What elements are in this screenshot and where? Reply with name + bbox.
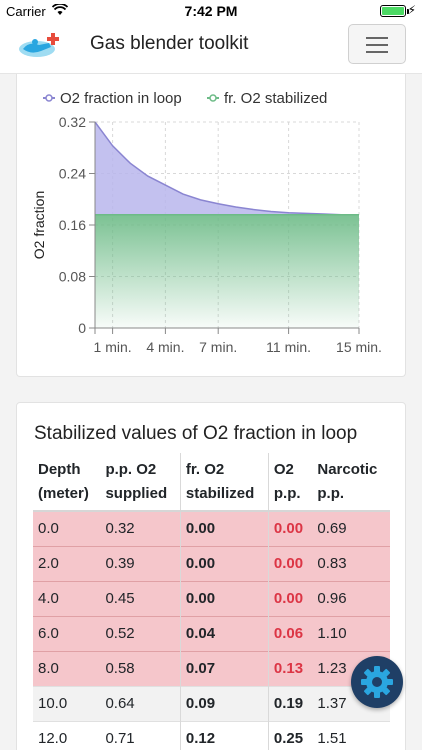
cell-depth: 8.0 — [33, 650, 101, 686]
column-header-line: p.p. — [317, 484, 345, 502]
cell-depth: 6.0 — [33, 615, 101, 651]
cell-o2-pp: 0.00 — [267, 580, 313, 616]
table-row: 8.0 0.58 0.07 0.13 1.23 — [33, 650, 390, 686]
cell-fr-stabilized: 0.12 — [179, 720, 269, 750]
column-header-line: supplied — [105, 484, 168, 502]
clock: 7:42 PM — [184, 3, 238, 19]
y-tick-label: 0 — [78, 320, 86, 336]
y-tick-label: 0.08 — [59, 269, 86, 285]
column-header-line: O2 — [273, 460, 294, 478]
cell-o2-pp: 0.13 — [267, 650, 313, 686]
legend-marker — [45, 94, 53, 102]
cell-narcotic: 0.96 — [312, 580, 390, 616]
series-area-o2-stabilized — [95, 214, 359, 328]
legend-label: O2 fraction in loop — [60, 90, 182, 107]
cell-pp-supplied: 0.52 — [100, 615, 181, 651]
cell-o2-pp: 0.00 — [267, 510, 313, 546]
cell-depth: 4.0 — [33, 580, 101, 616]
column-header-4: Narcotic p.p. — [312, 453, 390, 512]
carrier-label: Carrier — [6, 4, 46, 19]
gear-icon — [361, 666, 393, 698]
table-title: Stabilized values of O2 fraction in loop — [34, 423, 358, 444]
cell-fr-stabilized: 0.00 — [179, 510, 269, 546]
column-header-3: O2 p.p. — [267, 453, 313, 512]
column-header-line: p.p. O2 — [105, 460, 157, 478]
charging-icon: ⚡ — [407, 3, 416, 17]
cell-depth: 0.0 — [33, 510, 101, 546]
y-tick-label: 0.24 — [59, 166, 86, 182]
battery-icon — [380, 5, 409, 17]
table-row: 0.0 0.32 0.00 0.00 0.69 — [33, 510, 390, 546]
cell-fr-stabilized: 0.07 — [179, 650, 269, 686]
legend-marker — [209, 94, 217, 102]
cell-pp-supplied: 0.64 — [100, 685, 181, 721]
column-header-line: p.p. — [273, 484, 301, 502]
x-tick-label: 11 min. — [266, 339, 311, 355]
app-title[interactable]: Gas blender toolkit — [90, 33, 249, 54]
diver-logo-icon[interactable] — [15, 27, 67, 61]
cell-depth: 2.0 — [33, 545, 101, 581]
table-row: 2.0 0.39 0.00 0.00 0.83 — [33, 545, 390, 581]
cell-narcotic: 0.83 — [312, 545, 390, 581]
column-header-line: Depth — [38, 460, 81, 478]
cell-o2-pp: 0.19 — [267, 685, 313, 721]
cell-fr-stabilized: 0.00 — [179, 580, 269, 616]
table-row: 4.0 0.45 0.00 0.00 0.96 — [33, 580, 390, 616]
settings-button[interactable] — [351, 656, 403, 708]
column-header-line: stabilized — [185, 484, 255, 502]
x-tick-label: 15 min. — [336, 339, 382, 355]
series-area-o2-loop — [95, 122, 359, 215]
cell-o2-pp: 0.06 — [267, 615, 313, 651]
x-tick-label: 1 min. — [94, 339, 132, 355]
cell-o2-pp: 0.00 — [267, 545, 313, 581]
cell-depth: 10.0 — [33, 685, 101, 721]
column-header-0: Depth (meter) — [33, 453, 101, 512]
cell-fr-stabilized: 0.00 — [179, 545, 269, 581]
status-bar: Carrier 7:42 PM ⚡ — [0, 0, 422, 22]
legend-label: fr. O2 stabilized — [224, 90, 327, 107]
x-tick-label: 4 min. — [146, 339, 184, 355]
x-tick-label: 7 min. — [199, 339, 237, 355]
cell-pp-supplied: 0.45 — [100, 580, 181, 616]
cell-pp-supplied: 0.32 — [100, 510, 181, 546]
o2-fraction-chart: O2 fraction in loop fr. O2 stabilized 0.32… — [31, 90, 382, 355]
cell-o2-pp: 0.25 — [267, 720, 313, 750]
stabilized-values-card: Stabilized values of O2 fraction in loop… — [16, 402, 406, 750]
cell-fr-stabilized: 0.04 — [179, 615, 269, 651]
chart-card: O2 fraction in loop fr. O2 stabilized 0.32… — [16, 74, 406, 377]
column-header-line: fr. O2 — [185, 460, 225, 478]
hamburger-icon — [366, 37, 388, 39]
column-header-line: (meter) — [38, 484, 89, 502]
column-header-line: Narcotic — [317, 460, 378, 478]
cell-pp-supplied: 0.71 — [100, 720, 181, 750]
column-header-1: p.p. O2 supplied — [100, 453, 181, 512]
series-line-o2-loop — [94, 121, 359, 216]
cell-narcotic: 1.51 — [312, 720, 390, 750]
column-header-2: fr. O2 stabilized — [179, 453, 269, 512]
cell-fr-stabilized: 0.09 — [179, 685, 269, 721]
cell-depth: 12.0 — [33, 720, 101, 750]
menu-button[interactable] — [348, 24, 406, 64]
y-tick-label: 0.32 — [59, 114, 86, 130]
cell-pp-supplied: 0.39 — [100, 545, 181, 581]
cell-pp-supplied: 0.58 — [100, 650, 181, 686]
wifi-icon — [52, 4, 68, 15]
y-tick-label: 0.16 — [59, 217, 86, 233]
cell-narcotic: 1.10 — [312, 615, 390, 651]
table-row: 10.0 0.64 0.09 0.19 1.37 — [33, 685, 390, 721]
table-row: 6.0 0.52 0.04 0.06 1.10 — [33, 615, 390, 651]
table-header-row: Depth (meter) p.p. O2 supplied fr. O2 stabili… — [33, 453, 390, 512]
table-row: 12.0 0.71 0.12 0.25 1.51 — [33, 720, 390, 750]
cell-narcotic: 0.69 — [312, 510, 390, 546]
stabilized-values-table: Depth (meter) p.p. O2 supplied fr. O2 stabili… — [33, 453, 390, 750]
navbar: Gas blender toolkit — [0, 22, 422, 74]
y-axis-label: O2 fraction — [31, 191, 47, 259]
